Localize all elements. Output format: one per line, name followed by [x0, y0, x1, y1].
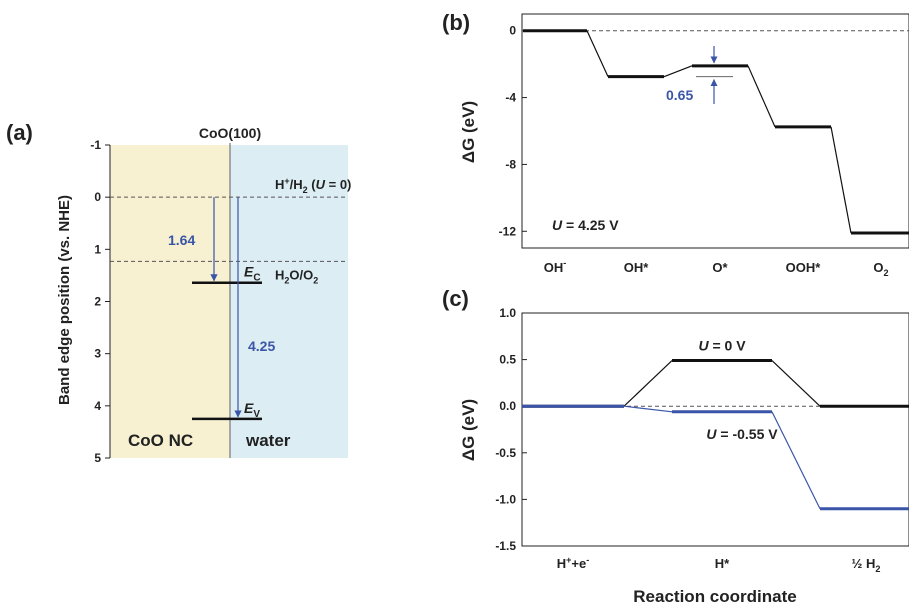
panel-b-connector: [663, 65, 693, 78]
panel-a-y-tick-label: 1: [94, 242, 101, 256]
panel-c-x-tick-labels: H++e- H* ½ H2: [557, 555, 881, 574]
panel-c-free-energy-her: (c) 1.0 0.5 0.0 -0.5 -1.0 -1.5 U = 0 V U = -0.…: [442, 286, 909, 606]
panel-b-x-tick-label: OOH*: [786, 260, 822, 275]
panel-b-y-tick-label: -12: [499, 224, 517, 238]
panel-b-ticks: 0 -4 -8 -12: [499, 24, 909, 238]
panel-b-potential-label: U = 4.25 V: [552, 217, 619, 233]
panel-b-connector: [747, 65, 776, 128]
panel-b-y-axis-label: ΔG (eV): [459, 101, 478, 163]
panel-c-frame: [521, 312, 909, 547]
panel-a-y-axis-label: Band edge position (vs. NHE): [56, 195, 73, 405]
coo-nc-label: CoO NC: [128, 431, 193, 450]
panel-c-connector: [771, 411, 821, 509]
panel-c-x-tick-label: ½ H2: [852, 556, 881, 574]
panel-c-x-tick-label: H++e-: [557, 555, 589, 571]
panel-b-free-energy-oer: (b) 0 -4 -8 -12 OH- OH* O* OOH* O2 ΔG (eV) U = …: [442, 10, 909, 278]
panel-c-x-tick-label: H*: [715, 556, 730, 571]
panel-a-arrow-label: 4.25: [248, 338, 275, 354]
panel-a-y-tick-label: 4: [94, 399, 101, 413]
panel-b-x-tick-labels: OH- OH* O* OOH* O2: [544, 258, 889, 278]
panel-a-title: CoO(100): [199, 125, 261, 141]
panel-b-label: (b): [442, 10, 470, 35]
panel-b-connector: [830, 126, 852, 234]
panel-a-level-label: H2O/O2: [275, 267, 318, 285]
panel-c-connector: [623, 405, 673, 413]
panel-c-label: (c): [442, 286, 469, 311]
panel-b-y-tick-label: -8: [505, 157, 516, 171]
coo-nc-region: [110, 145, 230, 458]
panel-a-arrows: 1.64 4.25: [168, 197, 275, 418]
panel-a-y-tick-label: 2: [94, 295, 101, 309]
panel-b-y-tick-label: 0: [509, 24, 516, 38]
panel-b-plot: [523, 29, 909, 235]
panel-c-plot: U = 0 V U = -0.55 V: [522, 338, 909, 511]
panel-a-ticks: -1 0 1 2 3 4 5: [90, 138, 110, 465]
panel-a-label: (a): [6, 120, 33, 145]
panel-c-x-axis-label: Reaction coordinate: [633, 587, 796, 606]
panel-c-connector: [771, 360, 821, 407]
panel-c-series-label: U = -0.55 V: [706, 426, 778, 442]
panel-c-connector: [623, 360, 673, 407]
panel-b-frame: [521, 13, 909, 249]
panel-b-x-tick-label: O2: [873, 260, 888, 278]
panel-b-x-tick-label: OH*: [624, 260, 650, 275]
panel-c-y-tick-label: 0.5: [499, 353, 516, 367]
panel-a-levels: H+/H2 (U = 0) H2O/O2 EC EV: [110, 176, 351, 421]
panel-a-level-label: H+/H2 (U = 0): [275, 176, 351, 195]
panel-c-series-label: U = 0 V: [698, 338, 746, 354]
panel-a-arrow-label: 1.64: [168, 232, 195, 248]
water-label: water: [245, 431, 291, 450]
panel-c-y-tick-label: -1.0: [495, 492, 516, 506]
panel-a-band-edge-label: EC: [244, 264, 261, 284]
panel-a-y-tick-label: -1: [90, 138, 101, 152]
panel-c-y-tick-label: 1.0: [499, 306, 516, 320]
panel-c-y-tick-label: 0.0: [499, 399, 516, 413]
panel-c-y-tick-label: -1.5: [495, 539, 516, 553]
panel-b-barrier-label: 0.65: [666, 87, 693, 103]
panel-b-connector: [586, 30, 609, 77]
panel-c-y-tick-label: -0.5: [495, 446, 516, 460]
panel-a-y-tick-label: 0: [94, 190, 101, 204]
panel-b-x-tick-label: O*: [712, 260, 728, 275]
panel-a-band-diagram: (a) -1 0 1 2 3 4 5 H+/H2 (U = 0) H2O/O2 EC EV 1.6…: [6, 120, 351, 465]
panel-b-x-tick-label: OH-: [544, 258, 567, 275]
panel-c-y-axis-label: ΔG (eV): [459, 399, 478, 461]
panel-a-band-edge-label: EV: [244, 400, 260, 420]
panel-a-y-tick-label: 5: [94, 451, 101, 465]
panel-a-y-tick-label: 3: [94, 347, 101, 361]
panel-b-y-tick-label: -4: [505, 91, 516, 105]
